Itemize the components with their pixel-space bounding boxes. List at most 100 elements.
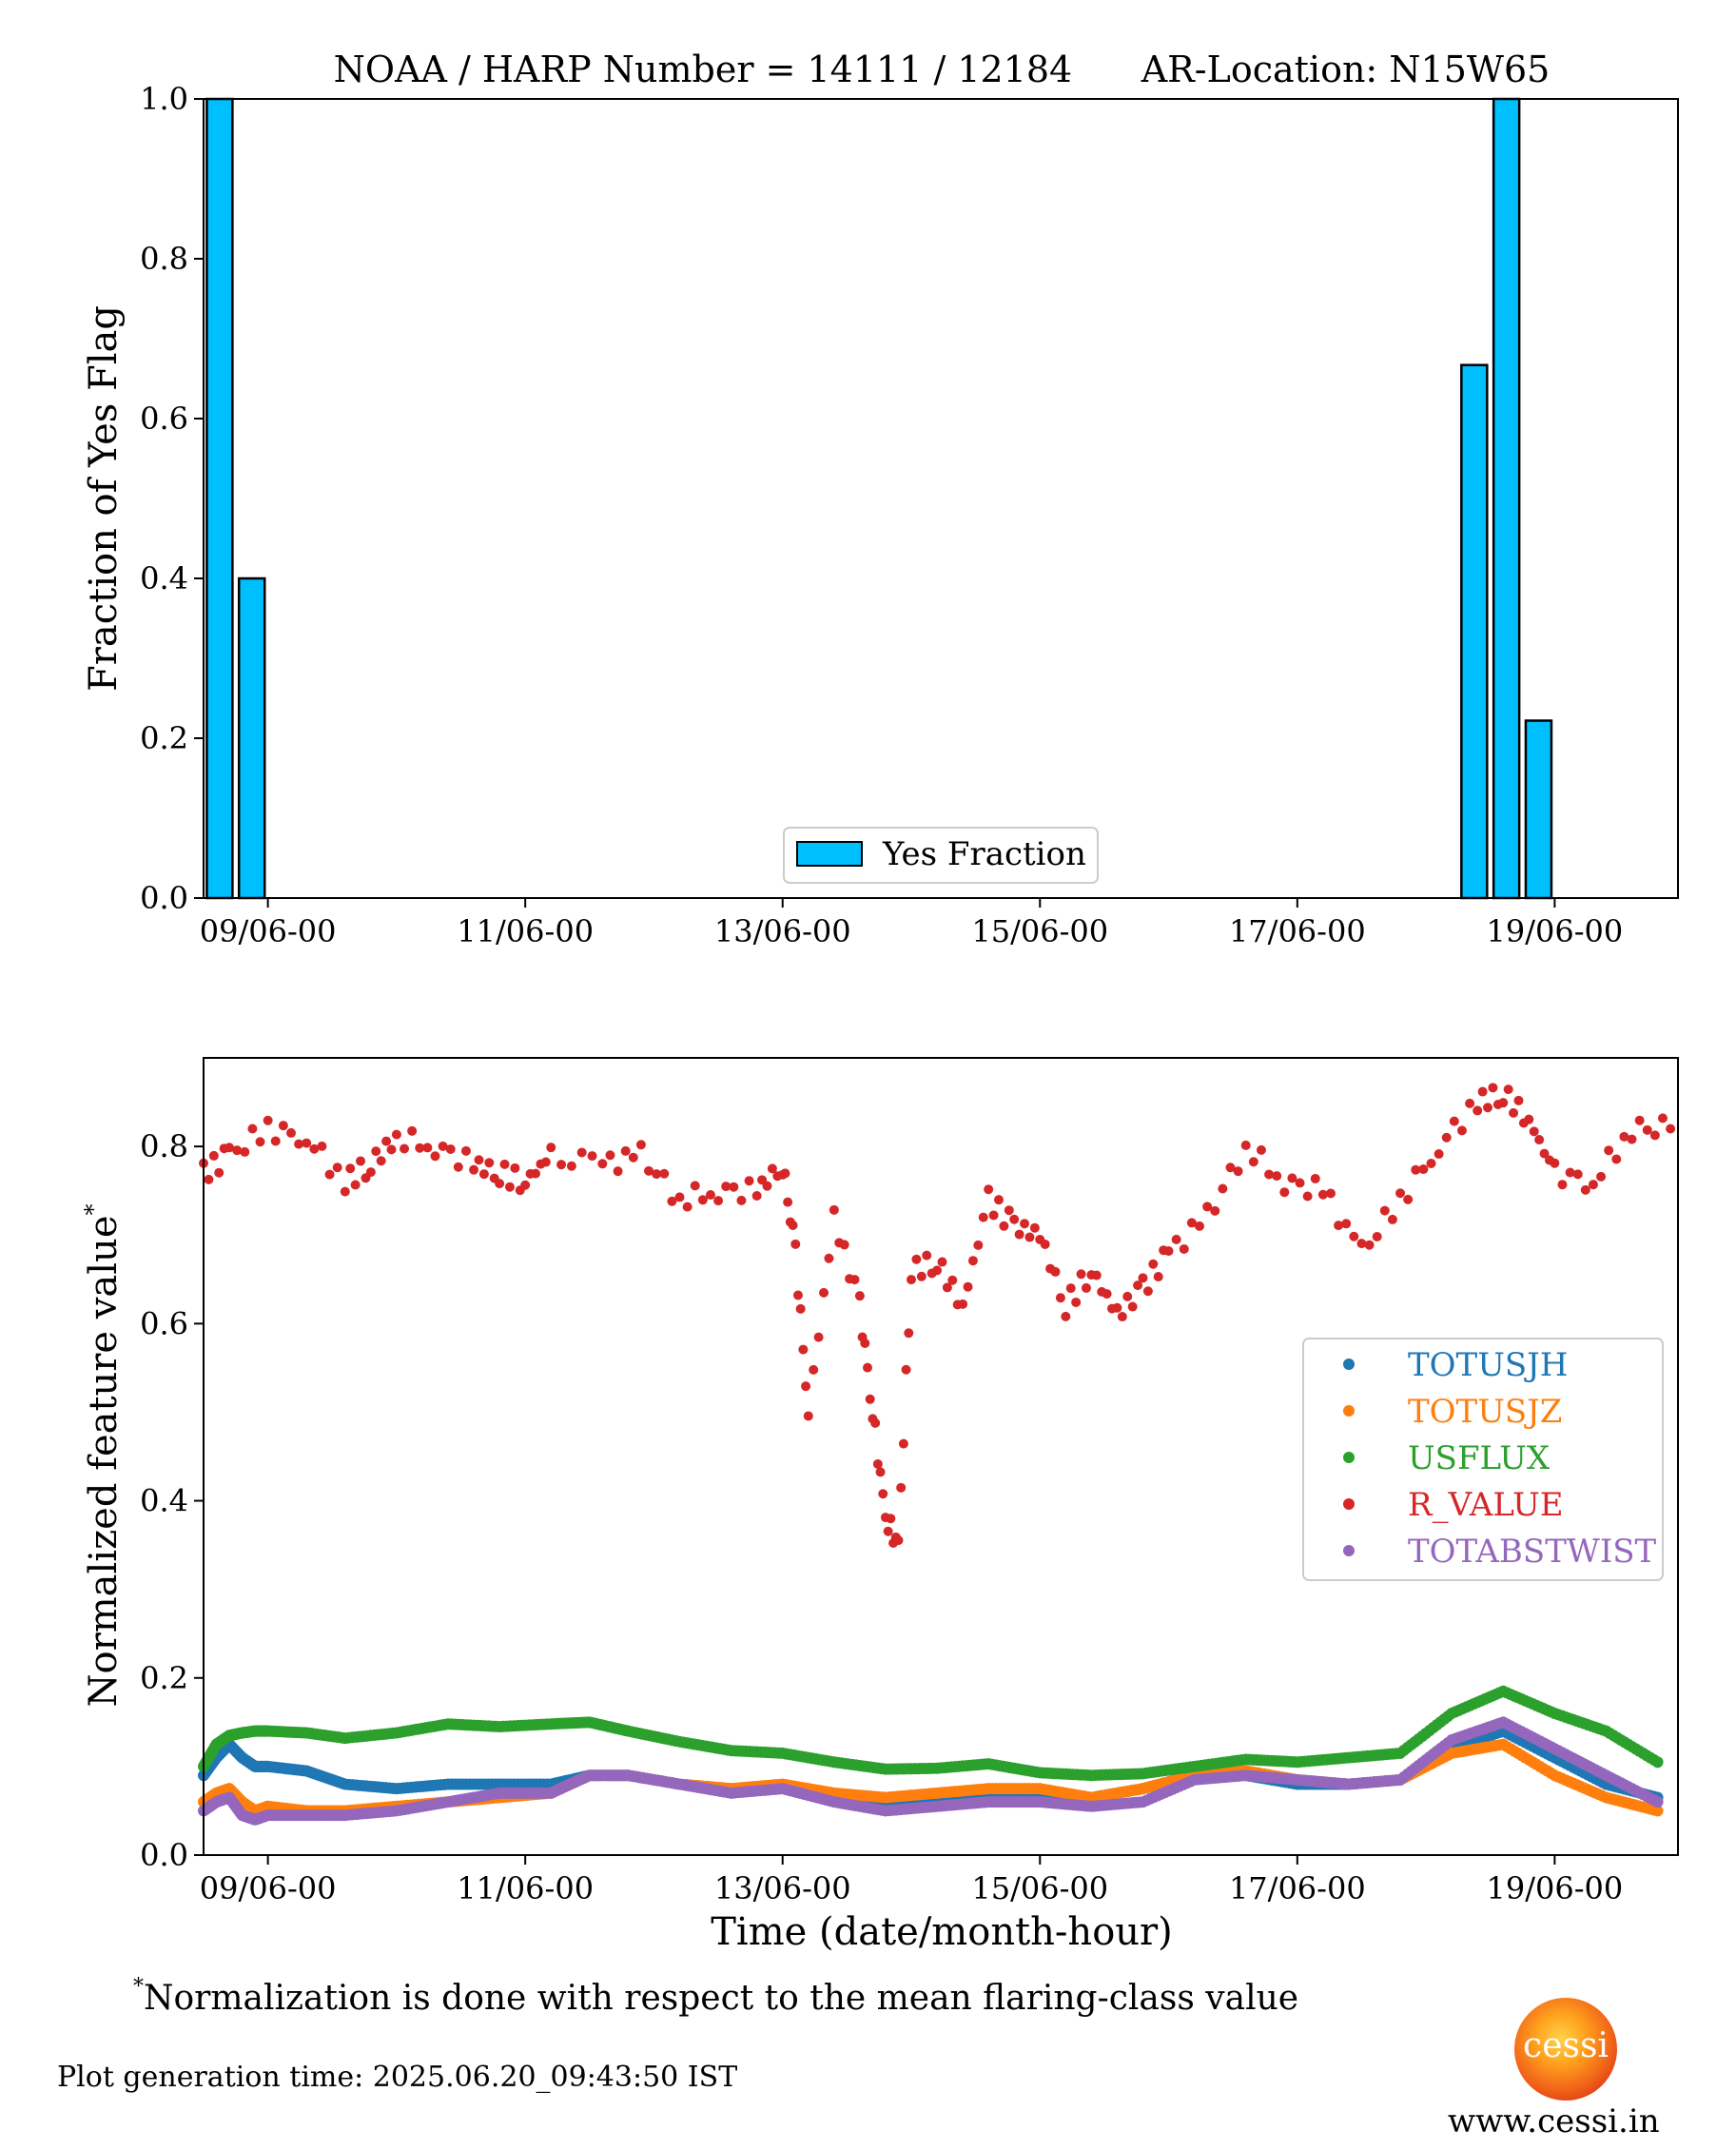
y-axis-label-text: Normalized feature value	[82, 1216, 126, 1708]
data-point	[1029, 1222, 1040, 1233]
data-point	[474, 1155, 484, 1165]
data-point	[767, 1163, 777, 1174]
series-r_value	[199, 1083, 1676, 1548]
data-point	[898, 1438, 908, 1449]
data-point	[1565, 1167, 1575, 1178]
data-point	[546, 1143, 556, 1153]
x-axis-label: Time (date/month-hour)	[711, 1910, 1173, 1954]
data-point	[652, 1169, 662, 1180]
data-point	[1248, 1157, 1258, 1167]
data-point	[1651, 1756, 1664, 1769]
data-point	[1627, 1134, 1637, 1144]
data-point	[1065, 1283, 1076, 1294]
data-point	[1202, 1202, 1213, 1212]
legend-marker	[1343, 1405, 1355, 1417]
data-point	[1009, 1214, 1020, 1224]
bar	[237, 577, 266, 900]
data-point	[1403, 1194, 1414, 1204]
x-tick-label: 09/06-00	[200, 913, 337, 949]
data-point	[883, 1526, 893, 1536]
data-point	[1550, 1158, 1560, 1168]
x-tick-label: 19/06-00	[1486, 1870, 1623, 1906]
data-point	[620, 1145, 631, 1156]
data-point	[1295, 1178, 1305, 1188]
data-point	[1195, 1221, 1205, 1231]
data-point	[597, 1159, 608, 1169]
data-point	[1503, 1085, 1513, 1095]
data-point	[907, 1275, 916, 1285]
data-point	[232, 1145, 243, 1156]
data-point	[1142, 1286, 1153, 1297]
data-point	[566, 1161, 576, 1171]
data-point	[204, 1174, 214, 1184]
data-point	[809, 1364, 819, 1375]
data-point	[478, 1169, 489, 1180]
data-point	[1153, 1272, 1163, 1282]
data-point	[270, 1136, 281, 1146]
y-tick-label: 0.8	[140, 1128, 188, 1164]
data-point	[1364, 1240, 1375, 1250]
data-point	[391, 1129, 401, 1140]
data-point	[1580, 1184, 1590, 1195]
series-points	[198, 1083, 1676, 1826]
footnote-text: Normalization is done with respect to th…	[144, 1979, 1299, 2018]
chart-title: NOAA / HARP Number = 14111 / 12184 AR-Lo…	[334, 49, 1551, 90]
data-point	[1557, 1180, 1568, 1190]
data-point	[1498, 1098, 1509, 1108]
data-point	[780, 1168, 790, 1179]
data-point	[801, 1381, 811, 1392]
data-point	[1014, 1229, 1024, 1240]
data-point	[1411, 1164, 1421, 1175]
data-point	[407, 1125, 418, 1136]
plot-frame	[203, 1057, 1679, 1856]
data-point	[415, 1143, 425, 1153]
cessi-logo: cessi	[1514, 1998, 1617, 2101]
y-tick-label: 0.0	[140, 1837, 188, 1873]
y-tick-label: 1.0	[140, 81, 188, 117]
data-point	[644, 1165, 654, 1176]
data-point	[1372, 1231, 1382, 1241]
data-point	[1071, 1297, 1082, 1307]
data-point	[278, 1121, 288, 1131]
data-point	[1465, 1098, 1475, 1108]
data-point	[860, 1338, 870, 1348]
data-point	[376, 1156, 386, 1166]
data-point	[978, 1212, 988, 1222]
data-point	[324, 1169, 335, 1180]
plot-frame	[203, 98, 1679, 899]
data-point	[1477, 1086, 1488, 1097]
data-point	[1524, 1114, 1534, 1124]
data-point	[1325, 1188, 1336, 1199]
data-point	[1287, 1173, 1297, 1183]
data-point	[901, 1364, 911, 1375]
data-point	[1418, 1164, 1429, 1175]
bar	[1492, 97, 1521, 900]
data-point	[422, 1143, 433, 1153]
footnote: *Normalization is done with respect to t…	[133, 1975, 1299, 2018]
data-point	[1539, 1148, 1550, 1159]
logo-text: cessi	[1523, 2026, 1609, 2065]
data-point	[1112, 1302, 1122, 1313]
data-point	[1302, 1191, 1313, 1202]
data-point	[1102, 1289, 1112, 1300]
x-axis: 09/06-00 11/06-00 13/06-00 15/06-00 17/06-00…	[200, 898, 1623, 949]
data-point	[1642, 1124, 1652, 1135]
data-point	[911, 1254, 922, 1264]
data-point	[531, 1168, 541, 1179]
data-point	[208, 1150, 219, 1161]
data-point	[922, 1250, 932, 1261]
data-point	[1272, 1171, 1282, 1182]
data-point	[365, 1167, 376, 1178]
data-point	[1426, 1158, 1436, 1168]
legend-entry: TOTUSJH	[1408, 1346, 1568, 1384]
x-tick-label: 19/06-00	[1486, 913, 1623, 949]
x-tick-label: 13/06-00	[714, 913, 851, 949]
legend-marker	[1343, 1358, 1355, 1370]
legend-entry: USFLUX	[1408, 1439, 1551, 1477]
data-point	[605, 1150, 615, 1161]
data-point	[445, 1143, 456, 1154]
data-point	[504, 1182, 515, 1192]
data-point	[255, 1137, 265, 1147]
data-point	[958, 1299, 968, 1309]
data-point	[628, 1152, 638, 1163]
